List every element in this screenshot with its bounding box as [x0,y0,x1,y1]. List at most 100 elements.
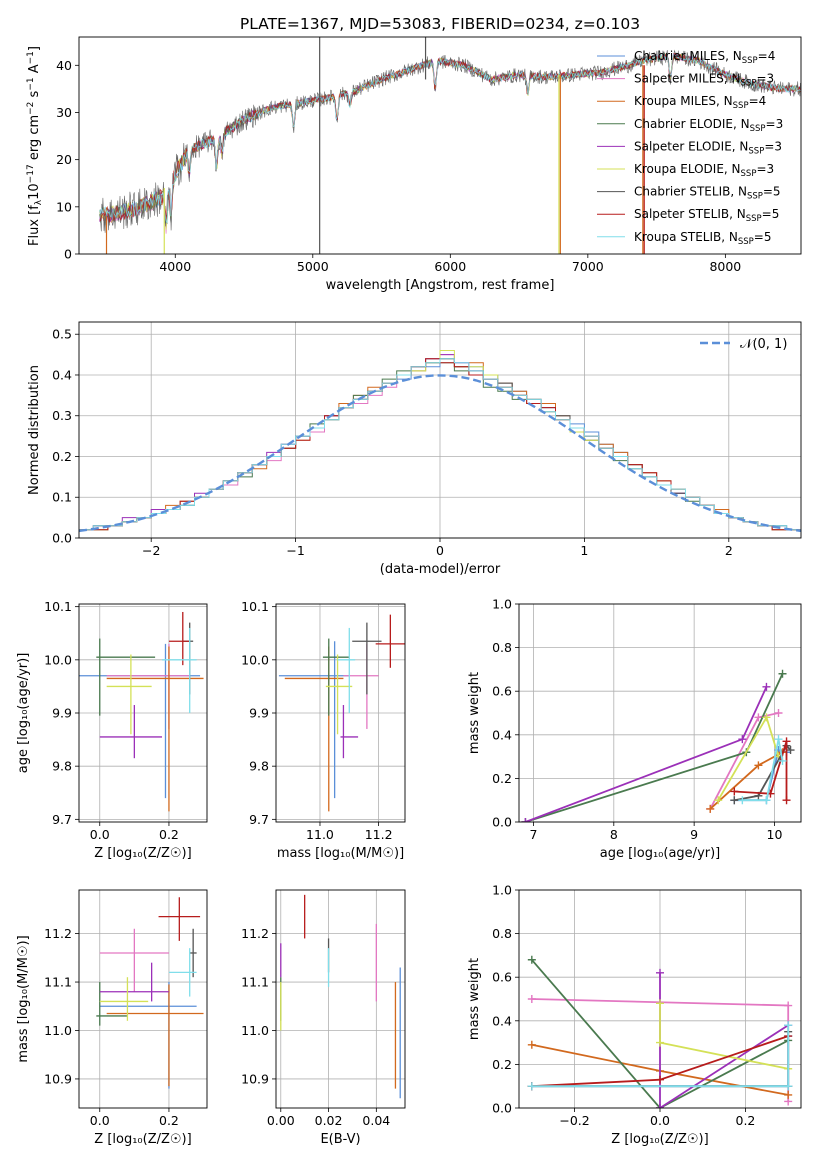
y-tick-label: 0.2 [492,771,512,786]
errorbar-kroupa-elodie [99,977,149,1021]
x-tick-label: 0.0 [650,1113,670,1128]
y-tick-label: 10.1 [44,599,72,614]
x-axis-label: wavelength [Angstrom, rest frame] [326,278,555,293]
errorbar-salpeter-stelib [168,611,190,666]
weight-marker [730,796,739,805]
y-axis-label: mass weight [467,958,482,1040]
weight-marker [784,1021,793,1030]
plot-area [280,894,401,1099]
weight-marker [762,682,771,691]
y-tick-label: 11.2 [241,926,269,941]
legend: Chabrier MILES, NSSP=4 Salpeter MILES, NS… [597,49,783,247]
errorbar-chabrier-elodie [96,638,156,716]
weight-marker [656,968,664,977]
weight-marker [527,995,536,1003]
y-axis-label: age [log₁₀(age/yr)] [16,653,31,774]
chart-mass_vs_ebv: 0.00 0.02 0.04 10.9 11.0 11.1 11.2 E(B-V) [241,889,406,1147]
gridlines [79,890,207,1108]
x-tick-label: 8000 [709,259,741,274]
y-tick-label: 0.4 [52,367,72,382]
errorbar-chabrier-stelib [189,928,197,978]
weight-marker [784,1001,793,1010]
y-tick-label: 9.8 [52,759,72,774]
errorbar-chabrier-stelib [182,622,194,695]
errorbar-kroupa-stelib [162,627,197,713]
legend-label: Salpeter STELIB, NSSP=5 [634,207,779,224]
plot-area [521,669,795,822]
y-tick-label: 10.0 [44,652,72,667]
legend-label: Salpeter ELODIE, NSSP=3 [634,139,782,156]
x-tick-label: 0.00 [267,1113,295,1128]
x-tick-label: −0.2 [559,1113,589,1128]
y-tick-label: 10 [56,199,72,214]
errorbar-kroupa-miles [106,984,204,1087]
axes-frame [78,321,802,539]
x-tick-label: 8 [610,827,618,842]
weight-marker [762,713,771,722]
errorbar-kroupa-stelib [168,948,197,997]
plot-area [79,350,801,533]
legend: 𝒩(0, 1) [700,337,787,352]
errorbar-salpeter-stelib [158,897,201,941]
y-tick-label: 0.4 [492,1013,512,1028]
plot-area [99,37,801,254]
x-tick-label: 0.2 [736,1113,756,1128]
y-tick-label: 11.1 [241,975,269,990]
y-tick-label: 9.8 [249,759,269,774]
chart-age_vs_mass: 11.0 11.2 9.7 9.8 9.9 10.0 10.1 mass [log₁₀(M/M… [241,599,406,861]
errorbar-kroupa-elodie [325,654,353,735]
errorbar-salpeter-elodie [99,705,163,759]
y-tick-label: 20 [56,152,72,167]
x-tick-label: 2 [725,543,733,558]
weight-marker [784,1090,793,1099]
axes-frame [275,889,406,1109]
y-axis-label: Flux [fλ10−17 erg cm−2 s−1 A−1] [26,46,44,246]
weight-marker [527,1040,536,1049]
axes-frame [78,36,802,255]
y-tick-label: 0.1 [52,490,72,505]
x-tick-label: 0.02 [315,1113,343,1128]
y-tick-label: 0.2 [52,449,72,464]
x-tick-label: 0.04 [362,1113,390,1128]
weight-marker [762,796,771,805]
y-tick-label: 9.9 [52,706,72,721]
gridlines [276,604,405,822]
x-tick-label: 4000 [159,259,191,274]
y-tick-label: 0.6 [492,684,512,699]
y-tick-label: 40 [56,58,72,73]
weight-line-salpeter-stelib [734,741,788,801]
weight-line-chabrier-elodie [531,959,789,1108]
y-tick-label: 0.0 [492,815,512,830]
plot-area [79,611,204,812]
weight-marker [754,761,763,770]
figure-title: PLATE=1367, MJD=53083, FIBERID=0234, z=0… [240,15,640,33]
errorbar-chabrier-elodie [322,638,350,716]
chart-weight_vs_age: 7 8 9 10 0.0 0.2 0.4 0.6 0.8 1.0 age [log₁₀(age/yr… [467,597,802,861]
legend-label: Salpeter MILES, NSSP=3 [634,72,774,89]
weight-marker [778,756,787,765]
weight-marker [527,955,536,964]
weight-marker [778,669,787,678]
weight-line-salpeter-elodie [525,686,768,822]
chart-residuals: −2 −1 0 1 2 0.0 0.1 0.2 0.3 0.4 0.5 (data-model)/er… [27,321,802,577]
y-axis-label: mass weight [467,672,482,754]
x-axis-label: Z [log₁₀(Z/Z☉)] [94,1132,191,1147]
errorbar-chabrier-miles [278,641,350,799]
chart-weight_vs_Z: −0.2 0.0 0.2 0.0 0.2 0.4 0.6 0.8 1.0 Z [log₁₀(Z/Z… [467,883,802,1147]
gridlines [519,603,801,823]
errorbar-chabrier-elodie [96,982,128,1026]
chart-mass_vs_Z: 0.0 0.2 10.9 11.0 11.1 11.2 Z [log₁₀(Z/Z☉)] mas… [16,889,208,1147]
x-tick-label: 5000 [297,259,329,274]
weight-marker [782,737,791,746]
x-tick-label: 7000 [572,259,604,274]
x-axis-label: Z [log₁₀(Z/Z☉)] [611,1132,708,1147]
weight-marker [730,787,739,796]
y-tick-label: 11.1 [44,975,72,990]
errorbar-kroupa-stelib [337,627,356,713]
axes-frame [78,603,208,823]
x-tick-label: −1 [286,543,304,558]
weight-marker [738,735,747,744]
y-tick-label: 0.8 [492,640,512,655]
x-tick-label: 0.0 [90,1113,110,1128]
plot-area [278,614,405,812]
